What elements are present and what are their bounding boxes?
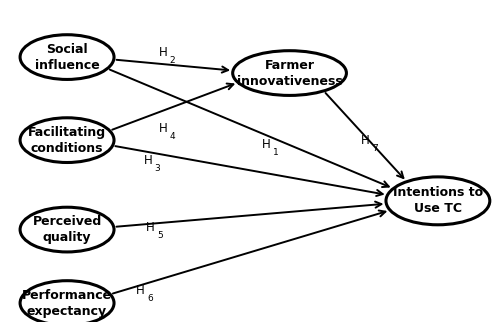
Text: 1: 1	[273, 149, 279, 157]
Text: Performance
expectancy: Performance expectancy	[22, 289, 112, 318]
Text: 2: 2	[170, 56, 175, 65]
Text: 5: 5	[157, 231, 163, 240]
Text: 3: 3	[154, 164, 160, 174]
Text: Social
influence: Social influence	[34, 43, 100, 72]
Text: 7: 7	[372, 144, 378, 153]
Text: 6: 6	[147, 294, 153, 303]
Text: Facilitating
conditions: Facilitating conditions	[28, 126, 106, 155]
Text: H: H	[262, 138, 271, 151]
Text: H: H	[144, 154, 152, 167]
Text: H: H	[158, 46, 168, 59]
Text: H: H	[158, 123, 168, 136]
Text: H: H	[146, 221, 155, 234]
Text: 4: 4	[170, 133, 175, 141]
Text: H: H	[136, 284, 145, 297]
Text: Perceived
quality: Perceived quality	[32, 215, 102, 244]
Text: H: H	[361, 134, 370, 147]
Text: Farmer
innovativeness: Farmer innovativeness	[236, 58, 343, 87]
Text: Intentions to
Use TC: Intentions to Use TC	[393, 186, 483, 215]
